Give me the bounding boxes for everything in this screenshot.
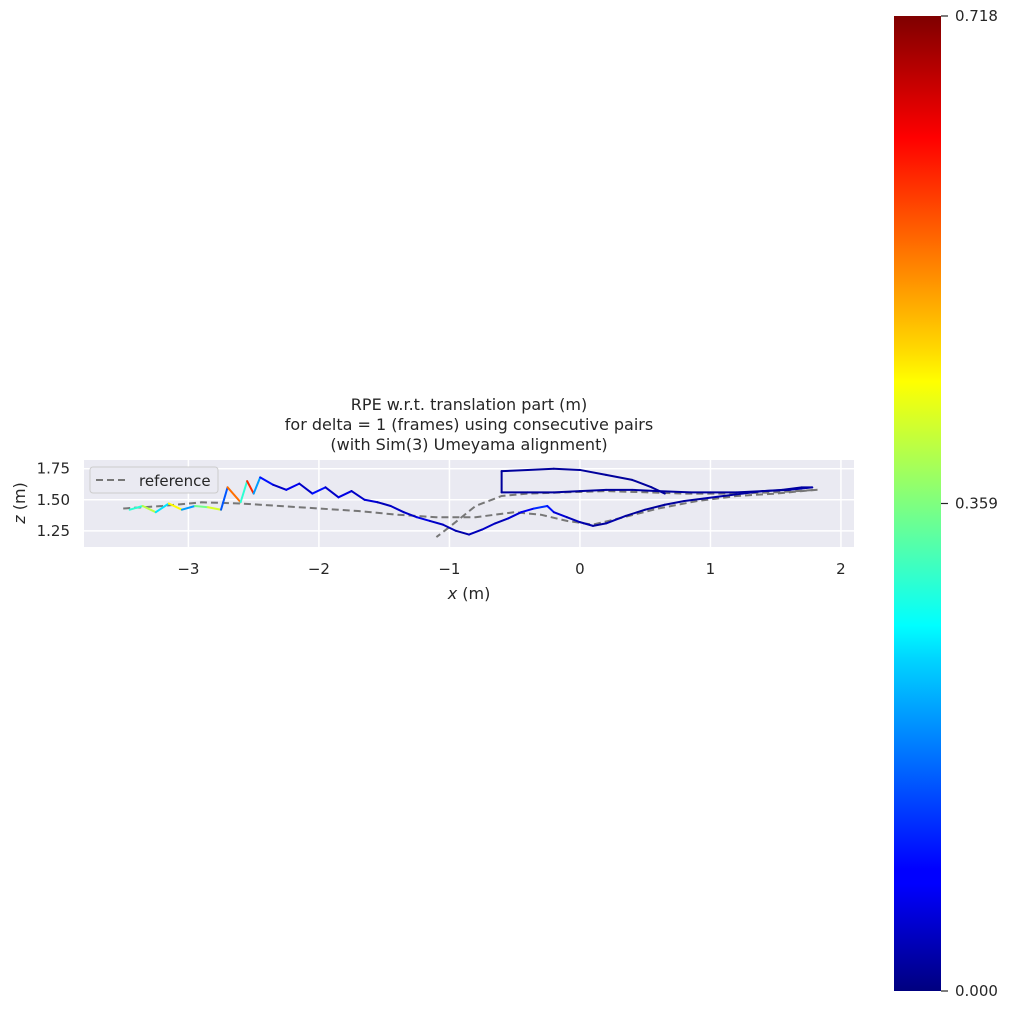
reference-trajectory: [123, 488, 818, 538]
trajectory-segment: [578, 468, 608, 476]
trajectory-segment: [546, 504, 555, 514]
x-tick-label: 1: [706, 560, 716, 578]
colorbar-tick-label: 0.718: [955, 7, 998, 25]
trajectory-segment: [285, 482, 301, 491]
trajectory-segment: [507, 511, 523, 520]
trajectory-segment: [565, 516, 581, 524]
trajectory-segment: [605, 514, 627, 525]
trajectory-segment: [683, 497, 705, 503]
trajectory-segment: [298, 482, 314, 495]
trajectory-segment: [533, 504, 549, 510]
trajectory-segment: [252, 476, 262, 495]
title-line-1: RPE w.r.t. translation part (m): [351, 395, 587, 414]
trajectory-segment: [481, 522, 497, 531]
trajectory-segment: [415, 516, 431, 522]
x-tick-label: −2: [308, 560, 330, 578]
x-tick-label: 0: [575, 560, 585, 578]
trajectory-segment: [311, 486, 327, 495]
trajectory-segment: [128, 504, 144, 511]
trajectory-segment: [787, 486, 814, 491]
trajectory-segment: [246, 480, 255, 495]
trajectory-segment: [578, 488, 608, 493]
trajectory-segment: [206, 506, 223, 511]
trajectory-segment: [761, 488, 790, 493]
y-axis-label: z (m): [10, 482, 29, 525]
legend: reference: [89, 466, 219, 494]
trajectory-segment: [702, 495, 725, 500]
colorbar-tick-label: 0.000: [955, 982, 998, 1000]
trajectory-segment: [500, 468, 529, 473]
x-axis-label: x (m): [447, 584, 491, 603]
trajectory-segment: [468, 528, 484, 536]
trajectory-segment: [454, 529, 470, 536]
trajectory-segment: [722, 492, 745, 498]
title-line-2: for delta = 1 (frames) using consecutive…: [285, 415, 653, 434]
trajectory-segment: [226, 486, 242, 504]
trajectory-segment: [167, 502, 183, 511]
legend-reference-label: reference: [139, 472, 211, 490]
trajectory-segment: [389, 504, 405, 514]
y-axis-variable: z: [10, 515, 29, 525]
rpe-trajectory: [128, 467, 814, 536]
y-tick-label: 1.75: [37, 460, 70, 478]
trajectory-segment: [363, 498, 379, 504]
x-tick-labels: −3 −2 −1 0 1 2: [177, 560, 845, 578]
y-tick-label: 1.50: [37, 491, 70, 509]
x-axis-variable: x: [447, 584, 458, 603]
trajectory-segment: [324, 486, 340, 499]
trajectory-segment: [552, 511, 568, 519]
trajectory-segment: [526, 467, 555, 471]
trajectory-segment: [631, 478, 653, 489]
y-axis-unit: (m): [10, 482, 29, 515]
chart-title: RPE w.r.t. translation part (m) for delt…: [285, 395, 653, 454]
trajectory-segment: [520, 507, 536, 514]
x-axis-unit: (m): [457, 584, 490, 603]
trajectory-segment: [180, 504, 196, 511]
trajectory-segment: [259, 476, 275, 486]
colorbar: 0.000 0.359 0.718: [894, 7, 998, 1000]
trajectory-segment: [141, 504, 157, 514]
trajectory-segment: [578, 521, 594, 527]
colorbar-tick-label: 0.359: [955, 495, 998, 513]
legend-box: [89, 466, 219, 494]
trajectory-segment: [657, 490, 692, 494]
trajectory-segment: [735, 490, 764, 494]
trajectory-segment: [337, 490, 353, 499]
trajectory-segment: [154, 502, 170, 514]
trajectory-segment: [644, 503, 666, 511]
trajectory-segment: [193, 504, 209, 509]
trajectory-segment: [663, 500, 686, 506]
trajectory-segment: [272, 483, 288, 491]
trajectory-segment: [552, 467, 581, 471]
trajectory-segment: [376, 501, 392, 507]
trajectory-segment: [650, 486, 666, 495]
trajectory-segment: [239, 480, 249, 504]
trajectory-segment: [350, 490, 366, 501]
y-tick-label: 1.25: [37, 522, 70, 540]
trajectory-segment: [441, 523, 457, 532]
trajectory-segment: [624, 508, 647, 517]
x-tick-label: 2: [836, 560, 846, 578]
x-tick-label: −3: [177, 560, 199, 578]
colorbar-ticks: 0.000 0.359 0.718: [941, 7, 998, 1000]
colorbar-gradient: [894, 16, 941, 991]
x-tick-label: −1: [438, 560, 460, 578]
trajectory-segment: [591, 522, 608, 527]
y-tick-labels: 1.25 1.50 1.75: [37, 460, 70, 540]
trajectory-segment: [402, 511, 418, 519]
trajectory-segment: [220, 486, 229, 511]
trajectory-segment: [428, 519, 444, 526]
trajectory-segment: [605, 473, 634, 481]
trajectory-segment: [494, 517, 510, 525]
title-line-3: (with Sim(3) Umeyama alignment): [330, 435, 607, 454]
trajectory-segment: [552, 490, 581, 494]
trajectory-segment: [631, 488, 660, 493]
